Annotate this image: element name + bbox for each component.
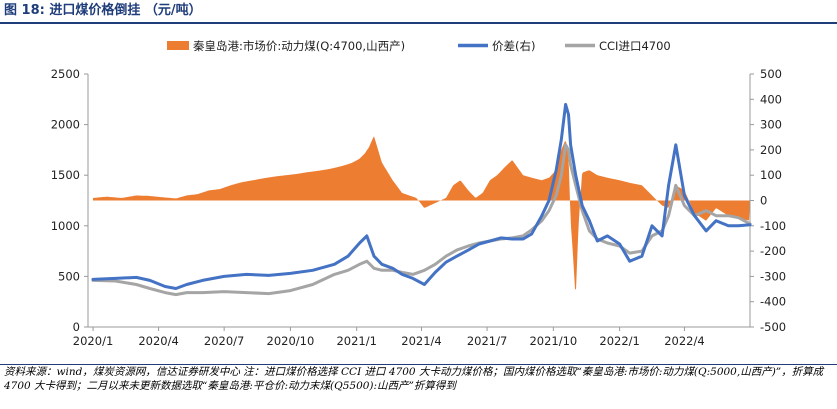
legend-swatch [167, 41, 189, 50]
legend-cci-import: CCI进口4700 [565, 39, 671, 53]
area-domestic-price [93, 136, 750, 290]
y-right-tick-label: -300 [760, 269, 786, 283]
legend-price-spread: 价差(右) [458, 39, 535, 53]
y-right-tick-label: -400 [760, 295, 786, 309]
line-cci-import-4700 [91, 143, 752, 297]
y-right-tick-label: 300 [760, 118, 782, 132]
y-left-tick-label: 2000 [51, 118, 80, 132]
y-right-tick-label: 400 [760, 92, 782, 106]
y-left-tick-label: 0 [73, 320, 80, 334]
y-right-tick-label: 500 [760, 67, 782, 81]
y-right-tick-label: -200 [760, 244, 786, 258]
legend-label: 秦皇岛港:市场价:动力煤(Q:4700,山西产) [193, 39, 405, 53]
y-left-tick-label: 1000 [51, 219, 80, 233]
line-series-layer [91, 102, 752, 297]
x-tick-label: 2021/4 [401, 334, 441, 348]
source-note: 资料来源：wind，煤炭资源网，信达证券研发中心 注：进口煤价格选择 CCI 进… [4, 366, 824, 392]
x-tick-label: 2022/4 [664, 334, 704, 348]
legend: 秦皇岛港:市场价:动力煤(Q:4700,山西产) 价差(右) CCI进口4700 [167, 39, 671, 53]
y-right-tick-label: 200 [760, 143, 782, 157]
footer-rule [0, 364, 837, 365]
y-right-tick-label: -100 [760, 219, 786, 233]
x-tick-label: 2022/1 [599, 334, 639, 348]
y-left-tick-label: 500 [58, 269, 80, 283]
area-series-layer [93, 136, 750, 290]
y-right-tick-label: 0 [760, 194, 767, 208]
title-rule [0, 22, 837, 24]
legend-domestic-price: 秦皇岛港:市场价:动力煤(Q:4700,山西产) [167, 39, 405, 53]
x-tick-label: 2020/1 [73, 334, 113, 348]
x-tick-label: 2021/7 [467, 334, 507, 348]
x-tick-label: 2020/10 [267, 334, 315, 348]
y-right-tick-label: -500 [760, 320, 786, 334]
x-tick-label: 2020/7 [204, 334, 244, 348]
y-left-tick-label: 1500 [51, 168, 80, 182]
x-tick-label: 2020/4 [138, 334, 178, 348]
line-price-spread [91, 102, 752, 290]
chart: 秦皇岛港:市场价:动力煤(Q:4700,山西产) 价差(右) CCI进口4700 0… [51, 39, 786, 348]
x-tick-label: 2021/10 [529, 334, 577, 348]
figure-title: 图 18: 进口煤价格倒挂 （元/吨） [4, 3, 202, 18]
legend-label: 价差(右) [492, 39, 535, 53]
axes: 05001000150020002500-500-400-300-200-100… [51, 67, 786, 348]
y-right-tick-label: 100 [760, 168, 782, 182]
legend-label: CCI进口4700 [599, 39, 671, 53]
y-left-tick-label: 2500 [51, 67, 80, 81]
x-tick-label: 2021/1 [336, 334, 376, 348]
